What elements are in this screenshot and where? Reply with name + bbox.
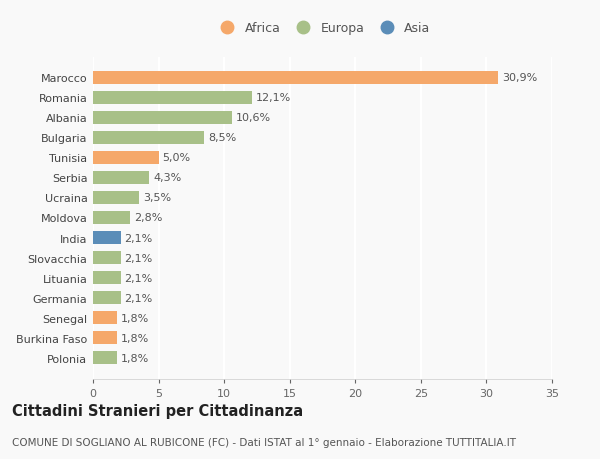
Text: 2,1%: 2,1% [124,253,153,263]
Text: COMUNE DI SOGLIANO AL RUBICONE (FC) - Dati ISTAT al 1° gennaio - Elaborazione TU: COMUNE DI SOGLIANO AL RUBICONE (FC) - Da… [12,437,516,447]
Text: 1,8%: 1,8% [121,313,149,323]
Bar [93,192,139,204]
Bar [93,332,116,344]
Bar [93,132,205,144]
Text: 10,6%: 10,6% [236,113,271,123]
Text: Cittadini Stranieri per Cittadinanza: Cittadini Stranieri per Cittadinanza [12,403,303,419]
Text: 2,1%: 2,1% [124,233,153,243]
Text: 30,9%: 30,9% [502,73,538,83]
Bar [93,232,121,244]
Bar [93,292,121,304]
Bar [93,112,232,124]
Text: 8,5%: 8,5% [208,133,236,143]
Bar [93,252,121,264]
Legend: Africa, Europa, Asia: Africa, Europa, Asia [211,19,434,39]
Bar [93,172,149,184]
Bar [93,352,116,364]
Text: 2,1%: 2,1% [124,293,153,303]
Bar [93,92,251,104]
Text: 1,8%: 1,8% [121,353,149,363]
Bar [93,272,121,284]
Text: 3,5%: 3,5% [143,193,171,203]
Text: 2,1%: 2,1% [124,273,153,283]
Text: 4,3%: 4,3% [154,173,182,183]
Text: 2,8%: 2,8% [134,213,162,223]
Text: 5,0%: 5,0% [163,153,191,163]
Bar [93,152,158,164]
Bar [93,212,130,224]
Bar [93,72,498,84]
Text: 1,8%: 1,8% [121,333,149,343]
Bar [93,312,116,324]
Text: 12,1%: 12,1% [256,93,291,103]
